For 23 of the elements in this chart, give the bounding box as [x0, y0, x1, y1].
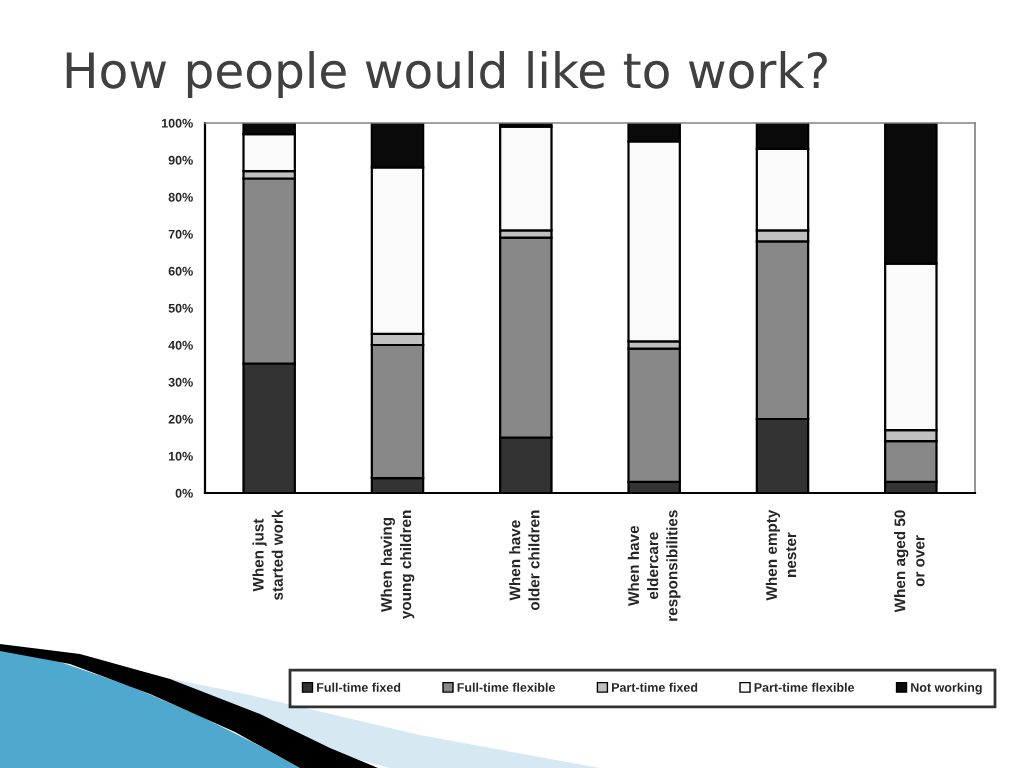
y-tick-label: 70%: [168, 229, 193, 239]
x-tick-label: When just started work: [252, 509, 283, 600]
x-tick-label: When having young children: [380, 510, 415, 620]
y-tick-label: 20%: [168, 414, 193, 424]
chart-title: How people would like to work?: [66, 51, 827, 99]
y-tick-label: 40%: [168, 340, 193, 350]
y-tick-label: 80%: [168, 192, 193, 202]
x-tick-label: When have eldercare responsibilities: [627, 510, 681, 621]
y-tick-label: 100%: [162, 118, 193, 128]
y-tick-label: 0%: [175, 488, 193, 498]
legend-label: Full-time flexible: [457, 682, 555, 692]
x-tick-label: When aged 50 or over: [894, 510, 925, 613]
y-tick-label: 10%: [168, 451, 193, 461]
x-tick-label: When empty nester: [765, 509, 797, 601]
x-tick-label: When have older children: [509, 510, 540, 611]
legend-label: Part-time fixed: [612, 682, 698, 692]
y-tick-label: 50%: [168, 303, 193, 313]
legend-label: Not working: [911, 682, 982, 695]
y-tick-label: 60%: [168, 266, 193, 276]
legend-label: Part-time flexible: [754, 682, 855, 692]
y-tick-label: 30%: [168, 377, 193, 387]
y-tick-label: 90%: [168, 155, 193, 165]
legend-label: Full-time fixed: [317, 682, 401, 692]
